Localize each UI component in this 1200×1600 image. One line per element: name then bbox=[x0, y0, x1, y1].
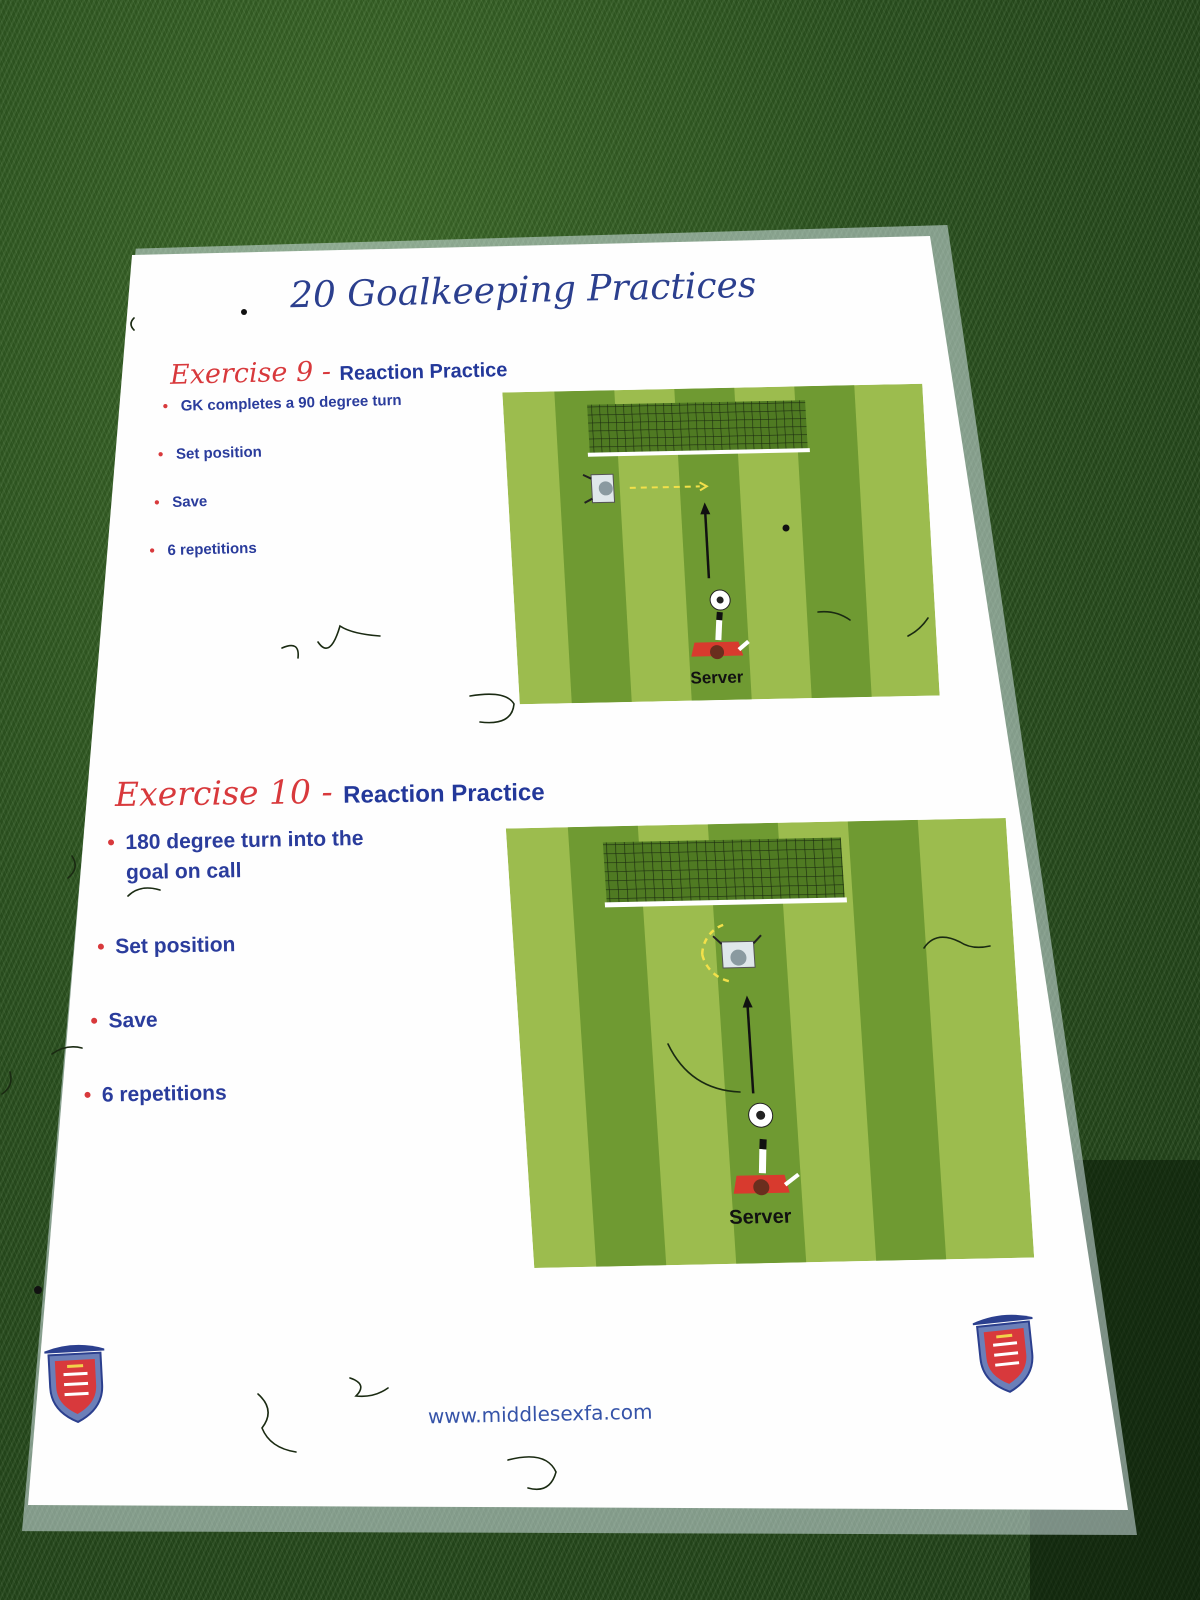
bullet-dot-icon: • bbox=[90, 1009, 99, 1033]
goalkeeper-icon bbox=[700, 922, 762, 984]
goalkeeper-icon bbox=[582, 473, 616, 504]
bullet-dot-icon: • bbox=[97, 935, 105, 959]
bullet-item: • Save bbox=[154, 493, 208, 512]
bullet-dot-icon: • bbox=[83, 1083, 92, 1107]
server-player-icon bbox=[733, 1138, 800, 1196]
goal-net-icon bbox=[602, 837, 848, 908]
county-crest-icon bbox=[966, 1306, 1047, 1399]
exercise-10-number: Exercise 10 bbox=[114, 772, 312, 814]
server-label: Server bbox=[729, 1206, 793, 1229]
bullet-item: • 6 repetitions bbox=[84, 1075, 400, 1111]
county-crest-icon bbox=[38, 1338, 114, 1428]
exercise-10-diagram: Server bbox=[505, 818, 1035, 1268]
exercise-9-separator: - bbox=[312, 355, 340, 388]
exercise-10-bullets: • 180 degree turn into the goal on call •… bbox=[84, 823, 401, 1154]
server-player-icon bbox=[691, 611, 750, 660]
bullet-item: • 6 repetitions bbox=[149, 539, 257, 560]
exercise-9-bullets: • GK completes a 90 degree turn • Set posi… bbox=[149, 391, 407, 590]
exercise-9-number: Exercise 9 bbox=[169, 356, 314, 391]
exercise-10-name: Reaction Practice bbox=[343, 779, 545, 809]
bullet-item: • Set position bbox=[157, 443, 263, 464]
website-url: www.middlesexfa.com bbox=[427, 1399, 653, 1429]
bullet-item: • 180 degree turn into the goal on call bbox=[107, 826, 364, 885]
exercise-10-heading: Exercise 10 - Reaction Practice bbox=[115, 769, 545, 814]
bullet-dot-icon: • bbox=[162, 398, 169, 416]
football-icon bbox=[748, 1102, 774, 1128]
bullet-item: • Set position bbox=[97, 927, 397, 962]
bullet-dot-icon: • bbox=[107, 831, 115, 855]
bullet-item: • GK completes a 90 degree turn bbox=[162, 391, 402, 416]
exercise-10-separator: - bbox=[310, 771, 344, 812]
server-label: Server bbox=[690, 668, 744, 688]
bullet-dot-icon: • bbox=[157, 446, 164, 464]
bullet-item: • Save bbox=[90, 1001, 398, 1036]
football-icon bbox=[709, 589, 731, 611]
bullet-dot-icon: • bbox=[149, 542, 156, 560]
bullet-dot-icon: • bbox=[154, 494, 160, 512]
goal-net-icon bbox=[587, 400, 810, 457]
exercise-9-name: Reaction Practice bbox=[339, 359, 508, 385]
exercise-9-diagram: Server bbox=[502, 383, 940, 705]
